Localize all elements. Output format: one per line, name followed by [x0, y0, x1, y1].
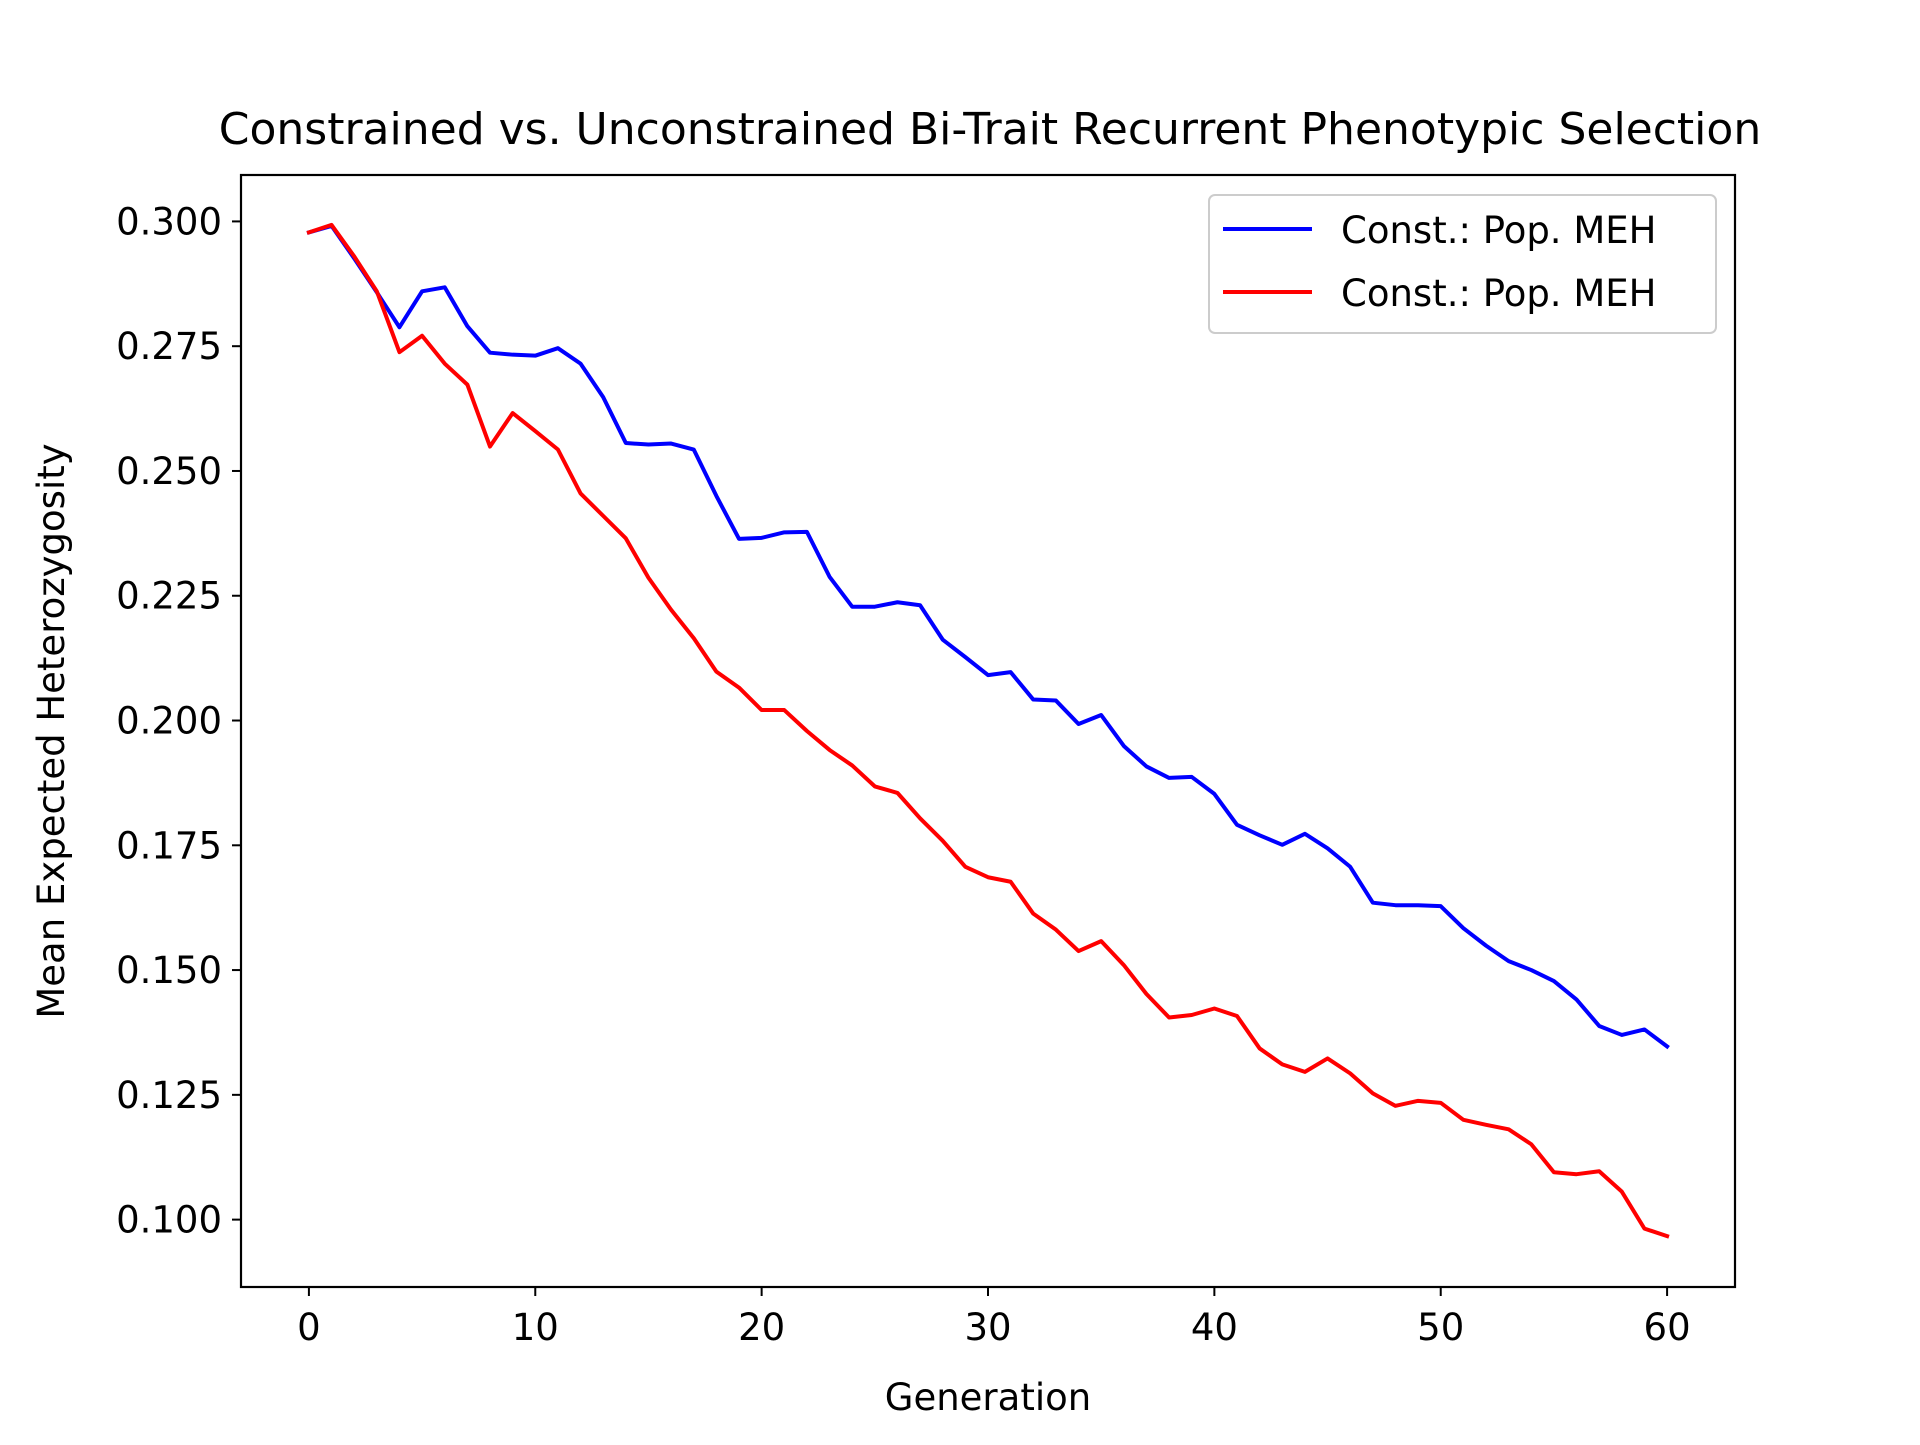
x-tick-label: 10	[512, 1306, 559, 1349]
y-tick-label: 0.200	[116, 700, 222, 743]
x-tick-label: 0	[297, 1306, 321, 1349]
x-tick-label: 40	[1191, 1306, 1238, 1349]
y-tick-label: 0.250	[116, 450, 222, 493]
plot-frame	[239, 173, 1737, 1289]
series-layer	[306, 222, 1670, 1239]
legend-label-const-red: Const.: Pop. MEH	[1341, 272, 1656, 315]
y-tick-label: 0.275	[116, 325, 222, 368]
y-axis: 0.100 0.125 0.150 0.175 0.200 0.225 0.250 0.275…	[116, 200, 241, 1242]
series-line-const-red	[306, 222, 1670, 1239]
x-axis-label: Generation	[885, 1376, 1091, 1419]
y-tick-label: 0.175	[116, 824, 222, 867]
y-tick-label: 0.300	[116, 200, 222, 243]
legend-label-const-blue: Const.: Pop. MEH	[1341, 209, 1656, 252]
y-tick-label: 0.125	[116, 1074, 222, 1117]
y-axis-label: Mean Expected Heterozygosity	[30, 443, 73, 1018]
y-tick-label: 0.100	[116, 1199, 222, 1242]
y-tick-label: 0.150	[116, 949, 222, 992]
x-tick-label: 60	[1644, 1306, 1691, 1349]
x-tick-label: 50	[1417, 1306, 1464, 1349]
chart-title: Constrained vs. Unconstrained Bi-Trait R…	[219, 104, 1761, 155]
series-line-const-blue	[306, 223, 1670, 1050]
legend: Const.: Pop. MEH Const.: Pop. MEH	[1208, 194, 1717, 334]
x-tick-label: 20	[738, 1306, 785, 1349]
legend-box	[1208, 194, 1717, 334]
x-tick-label: 30	[964, 1306, 1011, 1349]
y-tick-label: 0.225	[116, 575, 222, 618]
x-axis: 0 10 20 30 40 50 60	[297, 1287, 1691, 1349]
